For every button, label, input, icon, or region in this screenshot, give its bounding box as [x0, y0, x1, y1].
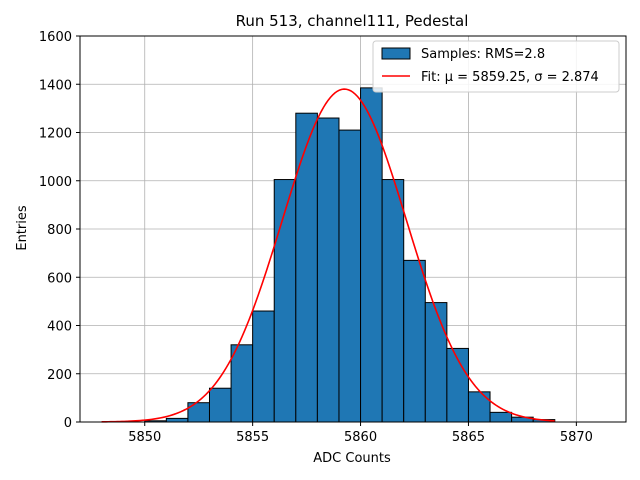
- legend-box: [372, 40, 620, 93]
- histogram-bars: [144, 87, 556, 423]
- histogram-bar: [208, 387, 232, 423]
- x-tick-label: 5850: [128, 430, 161, 445]
- legend-label-samples: Samples: RMS=2.8: [421, 47, 545, 62]
- y-tick-label: 1600: [39, 30, 72, 45]
- y-axis-ticks: 0 200 400 600 800 1000 1200 1400 1600: [39, 30, 80, 431]
- y-tick-label: 1400: [39, 78, 72, 93]
- legend-swatch-samples: [381, 47, 411, 60]
- legend: Samples: RMS=2.8 Fit: μ = 5859.25, σ = 2…: [372, 40, 620, 93]
- histogram-bar: [316, 117, 340, 423]
- legend-label-fit: Fit: μ = 5859.25, σ = 2.874: [421, 70, 599, 85]
- x-tick-label: 5860: [344, 430, 377, 445]
- x-tick-label: 5865: [452, 430, 485, 445]
- histogram-bar: [252, 310, 275, 423]
- x-axis-ticks: 5850 5855 5860 5865 5870: [128, 422, 593, 445]
- y-tick-label: 0: [64, 416, 72, 431]
- y-tick-label: 400: [47, 320, 72, 335]
- chart-title: Run 513, channel111, Pedestal: [236, 12, 469, 30]
- y-tick-label: 800: [47, 223, 72, 238]
- x-tick-label: 5855: [236, 430, 269, 445]
- histogram-bar: [381, 179, 405, 423]
- y-tick-label: 200: [47, 368, 72, 383]
- y-tick-label: 1000: [39, 175, 72, 190]
- y-axis-label: Entries: [15, 205, 30, 251]
- x-axis-label: ADC Counts: [313, 451, 391, 466]
- gaussian-fit-curve: [101, 88, 555, 423]
- y-tick-label: 600: [47, 271, 72, 286]
- histogram-bar: [467, 391, 491, 423]
- y-tick-label: 1200: [39, 127, 72, 142]
- histogram-bar: [338, 129, 362, 423]
- histogram-bar: [165, 417, 189, 423]
- histogram-bar: [489, 411, 513, 423]
- histogram-bar: [230, 344, 254, 423]
- histogram-bar: [424, 302, 448, 423]
- histogram-bar: [403, 259, 426, 423]
- histogram-bar: [295, 112, 318, 423]
- histogram-bar: [273, 179, 297, 423]
- x-tick-label: 5870: [560, 430, 593, 445]
